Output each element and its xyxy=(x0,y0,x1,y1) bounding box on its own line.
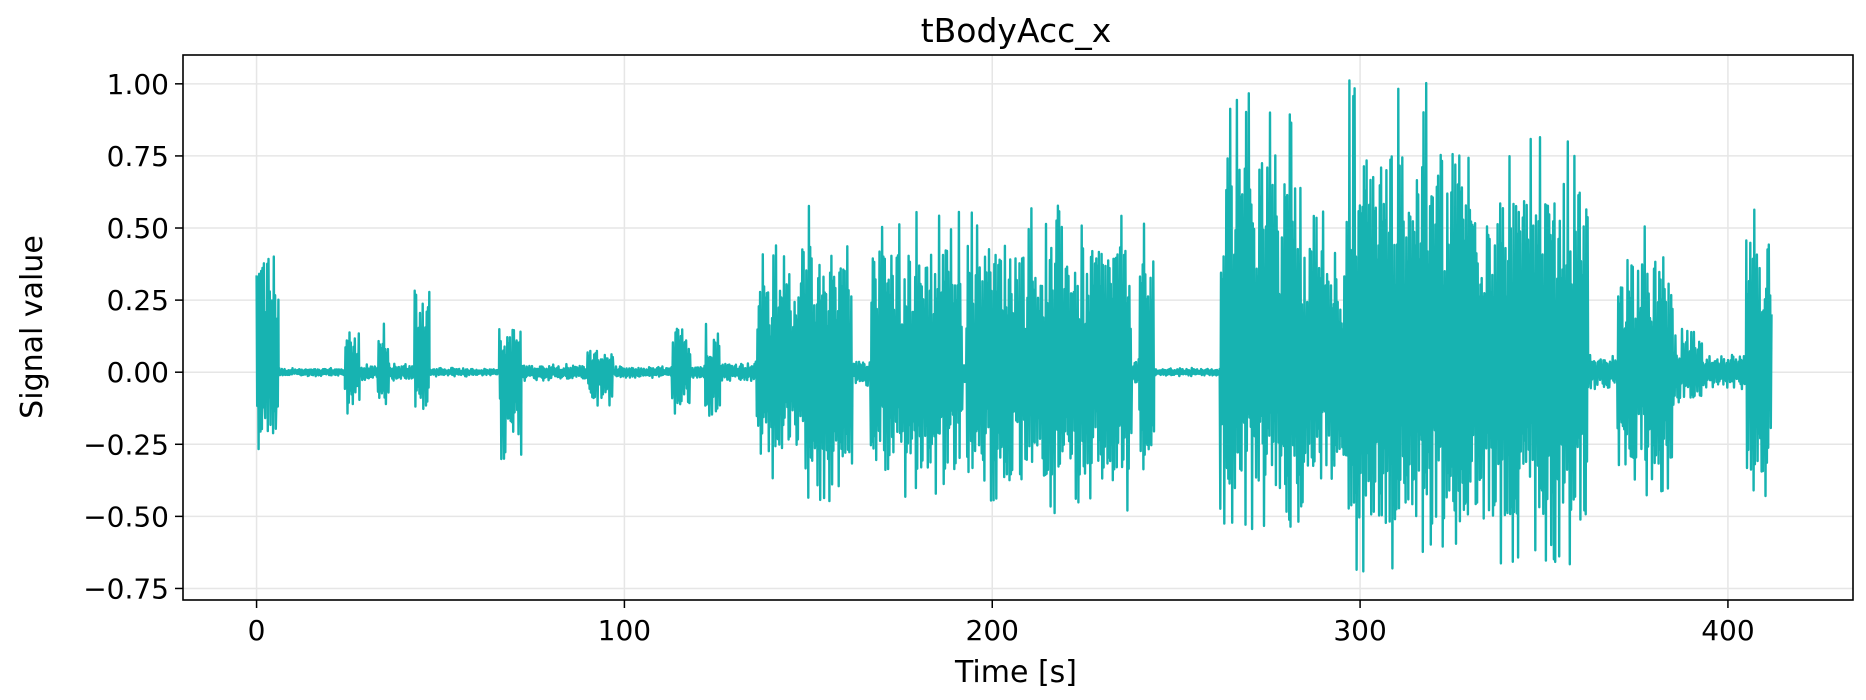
y-tick-label: −0.50 xyxy=(83,500,169,533)
y-axis-label: Signal value xyxy=(15,235,50,419)
x-tick-label: 400 xyxy=(1701,614,1754,647)
series-layer xyxy=(255,79,1773,573)
x-tick-label: 200 xyxy=(966,614,1019,647)
y-tick-label: 0.00 xyxy=(107,356,169,389)
ticks: 0 100 200 300 400 −0.75 −0.50 −0.25 0.00 0.25 0.50… xyxy=(83,68,1754,647)
y-tick-label: −0.25 xyxy=(83,428,169,461)
y-tick-label: 0.25 xyxy=(107,284,169,317)
y-tick-label: 1.00 xyxy=(107,68,169,101)
series-line xyxy=(255,79,1773,573)
x-tick-label: 100 xyxy=(598,614,651,647)
y-tick-label: −0.75 xyxy=(83,572,169,605)
x-axis-label: Time [s] xyxy=(954,655,1077,690)
y-tick-label: 0.75 xyxy=(107,140,169,173)
plot-frame xyxy=(182,54,1854,601)
x-tick-label: 0 xyxy=(248,614,266,647)
y-tick-label: 0.50 xyxy=(107,212,169,245)
x-tick-label: 300 xyxy=(1333,614,1386,647)
chart-title: tBodyAcc_x xyxy=(921,11,1112,50)
